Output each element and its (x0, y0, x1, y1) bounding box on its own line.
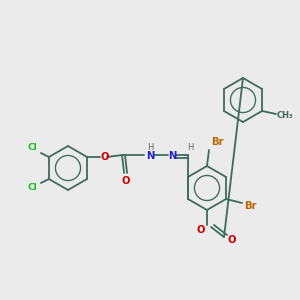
Text: H: H (147, 143, 153, 152)
Text: O: O (197, 225, 205, 235)
Text: O: O (101, 152, 109, 162)
Text: CH₃: CH₃ (277, 110, 293, 119)
Text: N: N (146, 151, 154, 161)
Text: Br: Br (211, 137, 223, 147)
Text: H: H (187, 142, 193, 152)
Text: Cl: Cl (27, 184, 37, 193)
Text: O: O (122, 176, 130, 186)
Text: Cl: Cl (27, 143, 37, 152)
Text: O: O (228, 235, 236, 245)
Text: Br: Br (244, 201, 256, 211)
Text: N: N (168, 151, 176, 161)
